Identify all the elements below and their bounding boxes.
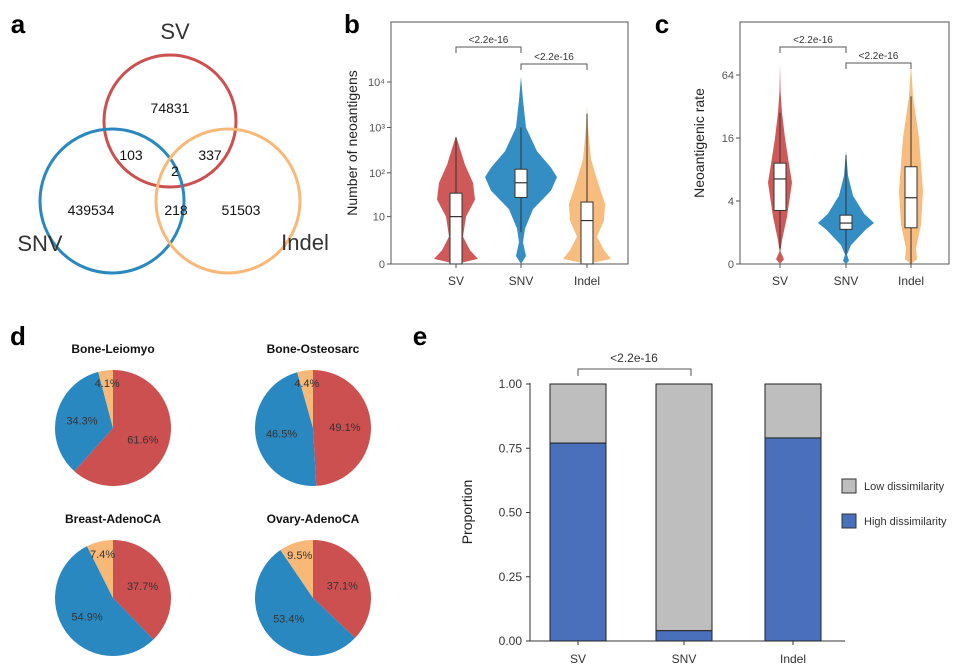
plot-frame — [390, 21, 629, 265]
y-tick-label: 0.75 — [499, 441, 523, 455]
venn-circle-snv — [38, 127, 186, 275]
y-tick-label: 10² — [369, 168, 385, 180]
bar-high-dissimilarity-sv — [549, 442, 607, 642]
pie-label: 37.1% — [327, 580, 358, 592]
x-tick-label-sv: SV — [570, 652, 586, 666]
x-tick-label-snv: SNV — [672, 652, 697, 666]
pie-slice-indel — [280, 540, 313, 598]
pie-label: 34.3% — [66, 416, 97, 428]
y-tick-label: 0.50 — [499, 506, 523, 520]
venn-count-indel-only: 51503 — [222, 202, 261, 218]
y-tick-label: 1.00 — [499, 377, 523, 391]
pie-title: Bone-Leiomyo — [71, 342, 154, 356]
venn-count-snv-only: 439534 — [68, 202, 115, 218]
venn-circle-indel — [154, 127, 302, 275]
significance-bracket — [577, 368, 692, 376]
x-tick-label-snv: SNV — [509, 274, 534, 288]
pie-label: 46.5% — [266, 428, 297, 440]
pie-slice-sv — [74, 370, 171, 486]
bar-high-dissimilarity-snv — [655, 630, 713, 642]
x-tick-label-indel: Indel — [780, 652, 806, 666]
p-value-label: <2.2e-16 — [793, 35, 833, 46]
box-indel — [580, 201, 594, 265]
pie-slice-sv — [313, 370, 372, 486]
pie-label: 37.7% — [127, 581, 158, 593]
pie-label: 53.4% — [273, 614, 304, 626]
pie-label: 61.6% — [127, 434, 158, 446]
plot-frame — [739, 21, 950, 265]
venn-count-sv-only: 74831 — [151, 100, 190, 116]
pie-title: Bone-Osteosarc — [267, 342, 360, 356]
x-tick-label-indel: Indel — [574, 274, 600, 288]
bar-low-dissimilarity-indel — [764, 383, 822, 439]
venn-label-sv: SV — [160, 19, 190, 44]
legend-label-high: High dissimilarity — [864, 516, 947, 528]
y-axis-label: Number of neoantigens — [344, 70, 360, 216]
legend-swatch-low — [841, 478, 857, 494]
x-tick-label-sv: SV — [772, 274, 788, 288]
pie-title: Breast-AdenoCA — [65, 512, 161, 526]
pie-slice-snv — [54, 546, 154, 657]
venn-count-snv-indel: 218 — [164, 202, 188, 218]
p-value-label: <2.2e-16 — [469, 35, 509, 46]
panel-label-a: a — [11, 9, 26, 39]
significance-bracket — [520, 63, 588, 70]
bar-high-dissimilarity-indel — [764, 437, 822, 642]
y-tick-label: 0.25 — [499, 570, 523, 584]
x-tick-label-snv: SNV — [834, 274, 859, 288]
y-axis-label: Proportion — [459, 480, 475, 545]
pie-slice-indel — [86, 540, 113, 598]
pie-slice-indel — [98, 370, 113, 428]
venn-circle-sv — [102, 53, 238, 189]
bar-low-dissimilarity-snv — [655, 383, 713, 632]
bar-low-dissimilarity-sv — [549, 383, 607, 444]
box-sv — [773, 162, 787, 211]
pie-slice-snv — [54, 371, 113, 472]
pie-slice-sv — [113, 540, 171, 640]
y-axis-label: Neoantigenic rate — [691, 88, 707, 198]
x-tick-label-indel: Indel — [898, 274, 924, 288]
y-tick-label: 10 — [373, 212, 385, 224]
y-tick-label: 10⁴ — [368, 77, 385, 89]
pie-label: 4.1% — [95, 378, 120, 390]
y-tick-label: 0.00 — [499, 634, 523, 648]
y-tick-label: 4 — [728, 196, 734, 208]
y-tick-label: 0 — [379, 259, 385, 271]
p-value-label: <2.2e-16 — [859, 51, 899, 62]
pie-label: 4.4% — [294, 378, 319, 390]
pie-label: 49.1% — [329, 422, 360, 434]
pie-title: Ovary-AdenoCA — [267, 512, 360, 526]
panel-label-d: d — [10, 321, 26, 351]
venn-count-sv-snv: 103 — [119, 147, 143, 163]
pie-label: 7.4% — [90, 549, 115, 561]
venn-label-indel: Indel — [281, 230, 329, 255]
pie-label: 9.5% — [287, 550, 312, 562]
y-tick-label: 0 — [728, 259, 734, 271]
y-tick-label: 10³ — [369, 122, 385, 134]
box-snv — [839, 214, 853, 230]
x-tick-label-sv: SV — [448, 274, 464, 288]
pie-slice-sv — [313, 540, 372, 638]
panel-label-b: b — [344, 9, 360, 39]
pie-slice-snv — [255, 550, 356, 656]
significance-bracket — [845, 62, 912, 69]
pie-slice-indel — [297, 370, 313, 428]
venn-label-snv: SNV — [17, 231, 63, 256]
significance-bracket — [455, 46, 522, 53]
pie-label: 54.9% — [71, 612, 102, 624]
y-tick-label: 16 — [722, 133, 734, 145]
venn-count-sv-indel: 337 — [198, 147, 222, 163]
venn-count-sv-snv-indel: 2 — [171, 163, 179, 179]
panel-label-e: e — [413, 321, 427, 351]
p-value-label: <2.2e-16 — [610, 351, 658, 365]
y-tick-label: 64 — [722, 70, 734, 82]
panel-label-c: c — [655, 9, 669, 39]
box-sv — [449, 192, 463, 265]
p-value-label: <2.2e-16 — [534, 52, 574, 63]
significance-bracket — [779, 46, 847, 53]
legend-swatch-high — [841, 513, 857, 529]
legend-label-low: Low dissimilarity — [864, 481, 945, 493]
pie-slice-snv — [254, 372, 317, 486]
